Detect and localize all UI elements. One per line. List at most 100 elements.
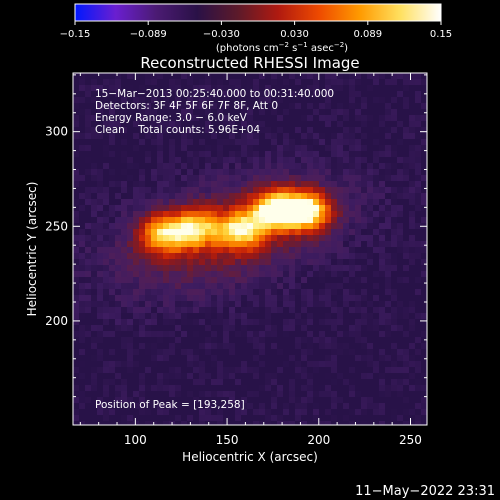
heatmap-pixel bbox=[349, 331, 356, 338]
heatmap-pixel bbox=[121, 349, 128, 356]
heatmap-pixel bbox=[229, 79, 236, 86]
heatmap-pixel bbox=[121, 391, 128, 398]
heatmap-pixel bbox=[79, 145, 86, 152]
heatmap-pixel bbox=[169, 403, 176, 410]
heatmap-pixel bbox=[223, 355, 230, 362]
heatmap-pixel bbox=[253, 73, 260, 80]
heatmap-pixel bbox=[271, 409, 278, 416]
heatmap-pixel bbox=[145, 163, 152, 170]
heatmap-pixel bbox=[247, 289, 254, 296]
heatmap-pixel bbox=[289, 271, 296, 278]
heatmap-pixel bbox=[295, 217, 302, 224]
heatmap-pixel bbox=[337, 181, 344, 188]
heatmap-pixel bbox=[103, 103, 110, 110]
heatmap-pixel bbox=[295, 91, 302, 98]
heatmap-pixel bbox=[391, 349, 398, 356]
heatmap-pixel bbox=[127, 307, 134, 314]
heatmap-pixel bbox=[247, 301, 254, 308]
heatmap-pixel bbox=[223, 73, 230, 80]
heatmap-pixel bbox=[193, 169, 200, 176]
heatmap-pixel bbox=[181, 199, 188, 206]
heatmap-pixel bbox=[139, 121, 146, 128]
heatmap-pixel bbox=[397, 313, 404, 320]
heatmap-pixel bbox=[115, 127, 122, 134]
heatmap-pixel bbox=[139, 403, 146, 410]
heatmap-pixel bbox=[151, 217, 158, 224]
heatmap-pixel bbox=[355, 235, 362, 242]
heatmap-pixel bbox=[145, 115, 152, 122]
heatmap-pixel bbox=[295, 313, 302, 320]
heatmap-pixel bbox=[73, 301, 80, 308]
chart-title: Reconstructed RHESSI Image bbox=[140, 54, 359, 72]
heatmap-pixel bbox=[115, 397, 122, 404]
heatmap-pixel bbox=[223, 253, 230, 260]
heatmap-pixel bbox=[283, 391, 290, 398]
heatmap-pixel bbox=[109, 265, 116, 272]
heatmap-pixel bbox=[145, 355, 152, 362]
heatmap-pixel bbox=[73, 175, 80, 182]
heatmap-pixel bbox=[133, 103, 140, 110]
heatmap-pixel bbox=[409, 169, 416, 176]
heatmap-pixel bbox=[175, 319, 182, 326]
heatmap-pixel bbox=[295, 361, 302, 368]
heatmap-pixel bbox=[385, 373, 392, 380]
heatmap-pixel bbox=[385, 307, 392, 314]
heatmap-pixel bbox=[331, 367, 338, 374]
heatmap-pixel bbox=[265, 391, 272, 398]
heatmap-pixel bbox=[217, 409, 224, 416]
heatmap-pixel bbox=[349, 277, 356, 284]
heatmap-pixel bbox=[79, 97, 86, 104]
heatmap-pixel bbox=[97, 163, 104, 170]
heatmap-pixel bbox=[283, 199, 290, 206]
heatmap-pixel bbox=[415, 193, 422, 200]
heatmap-pixel bbox=[259, 145, 266, 152]
heatmap-pixel bbox=[247, 85, 254, 92]
heatmap-pixel bbox=[385, 259, 392, 266]
heatmap-pixel bbox=[229, 229, 236, 236]
heatmap-pixel bbox=[187, 277, 194, 284]
heatmap-pixel bbox=[223, 307, 230, 314]
heatmap-pixel bbox=[157, 307, 164, 314]
heatmap-pixel bbox=[247, 379, 254, 386]
heatmap-pixel bbox=[109, 193, 116, 200]
heatmap-pixel bbox=[127, 223, 134, 230]
heatmap-pixel bbox=[181, 223, 188, 230]
heatmap-pixel bbox=[277, 331, 284, 338]
heatmap-pixel bbox=[187, 319, 194, 326]
heatmap-pixel bbox=[133, 181, 140, 188]
heatmap-pixel bbox=[223, 313, 230, 320]
heatmap-pixel bbox=[259, 415, 266, 422]
heatmap-pixel bbox=[355, 193, 362, 200]
heatmap-pixel bbox=[151, 391, 158, 398]
heatmap-pixel bbox=[175, 127, 182, 134]
heatmap-pixel bbox=[397, 271, 404, 278]
heatmap-pixel bbox=[253, 421, 260, 425]
heatmap-pixel bbox=[139, 265, 146, 272]
heatmap-pixel bbox=[409, 163, 416, 170]
heatmap-pixel bbox=[247, 277, 254, 284]
heatmap-pixel bbox=[187, 415, 194, 422]
heatmap-pixel bbox=[283, 103, 290, 110]
heatmap-pixel bbox=[199, 157, 206, 164]
heatmap-pixel bbox=[157, 157, 164, 164]
heatmap-pixel bbox=[229, 97, 236, 104]
heatmap-pixel bbox=[313, 415, 320, 422]
heatmap-pixel bbox=[265, 265, 272, 272]
heatmap-pixel bbox=[79, 379, 86, 386]
heatmap-pixel bbox=[175, 91, 182, 98]
heatmap-pixel bbox=[313, 307, 320, 314]
heatmap-pixel bbox=[277, 73, 284, 80]
heatmap-pixel bbox=[325, 259, 332, 266]
heatmap-pixel bbox=[235, 307, 242, 314]
heatmap-pixel bbox=[313, 301, 320, 308]
heatmap-pixel bbox=[289, 175, 296, 182]
heatmap-pixel bbox=[169, 235, 176, 242]
heatmap-pixel bbox=[115, 241, 122, 248]
heatmap-pixel bbox=[331, 307, 338, 314]
heatmap-pixel bbox=[247, 241, 254, 248]
heatmap-pixel bbox=[205, 139, 212, 146]
heatmap-pixel bbox=[325, 115, 332, 122]
heatmap-pixel bbox=[205, 367, 212, 374]
heatmap-pixel bbox=[91, 343, 98, 350]
heatmap-pixel bbox=[265, 145, 272, 152]
